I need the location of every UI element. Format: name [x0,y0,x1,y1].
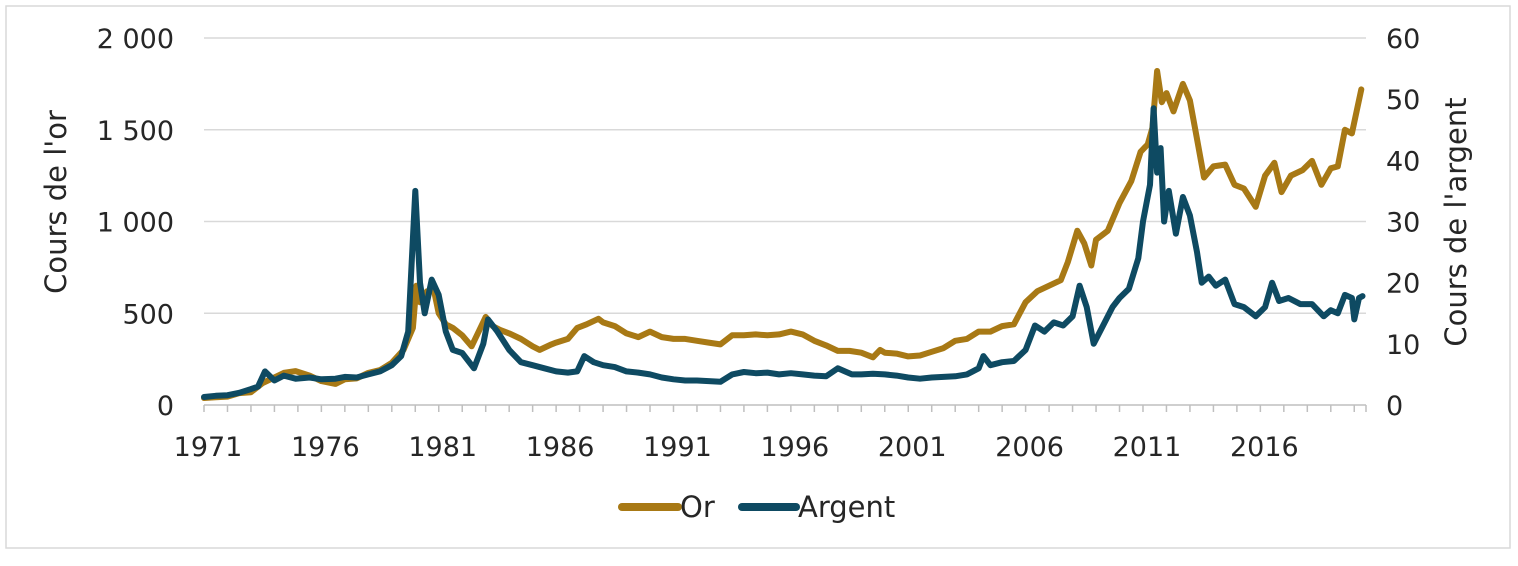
x-ticks: 1971 1976 1981 1986 1991 1996 2001 2006 2011 2016 [174,432,1299,463]
series-line-or [201,68,1365,401]
right-y-tick-label: 50 [1386,85,1420,116]
x-tick-label: 1981 [408,432,477,463]
legend-label-argent: Argent [798,490,895,524]
left-y-axis-title: Cours de l'or [39,110,73,294]
x-tick-label: 1976 [291,432,360,463]
x-tick-label: 1971 [174,432,243,463]
left-y-ticks: 0 500 1 000 1 500 2 000 [97,24,174,422]
legend-label-or: Or [680,490,715,524]
right-y-tick-label: 20 [1386,269,1420,300]
right-y-tick-label: 40 [1386,146,1420,177]
x-tick-label: 2006 [995,432,1064,463]
x-tick-label: 1996 [761,432,830,463]
series-line-argent [201,105,1366,400]
right-y-ticks: 0 10 20 30 40 50 60 [1386,24,1420,422]
right-y-axis-title: Cours de l'argent [1439,97,1473,346]
left-y-tick-label: 500 [122,299,174,330]
left-y-tick-label: 1 500 [97,116,174,147]
right-y-tick-label: 30 [1386,208,1420,239]
axes [203,404,1367,412]
left-y-tick-label: 2 000 [97,24,174,55]
left-y-tick-label: 1 000 [97,208,174,239]
right-y-tick-label: 0 [1386,391,1403,422]
chart-frame [5,5,1511,549]
x-tick-label: 2011 [1113,432,1182,463]
x-tick-label: 2016 [1230,432,1299,463]
legend: Or Argent [618,490,895,524]
x-tick-label: 2001 [878,432,947,463]
series-lines [201,68,1366,401]
right-y-tick-label: 60 [1386,24,1420,55]
left-y-tick-label: 0 [157,391,174,422]
x-tick-label: 1986 [526,432,595,463]
x-tick-label: 1991 [643,432,712,463]
right-y-tick-label: 10 [1386,330,1420,361]
